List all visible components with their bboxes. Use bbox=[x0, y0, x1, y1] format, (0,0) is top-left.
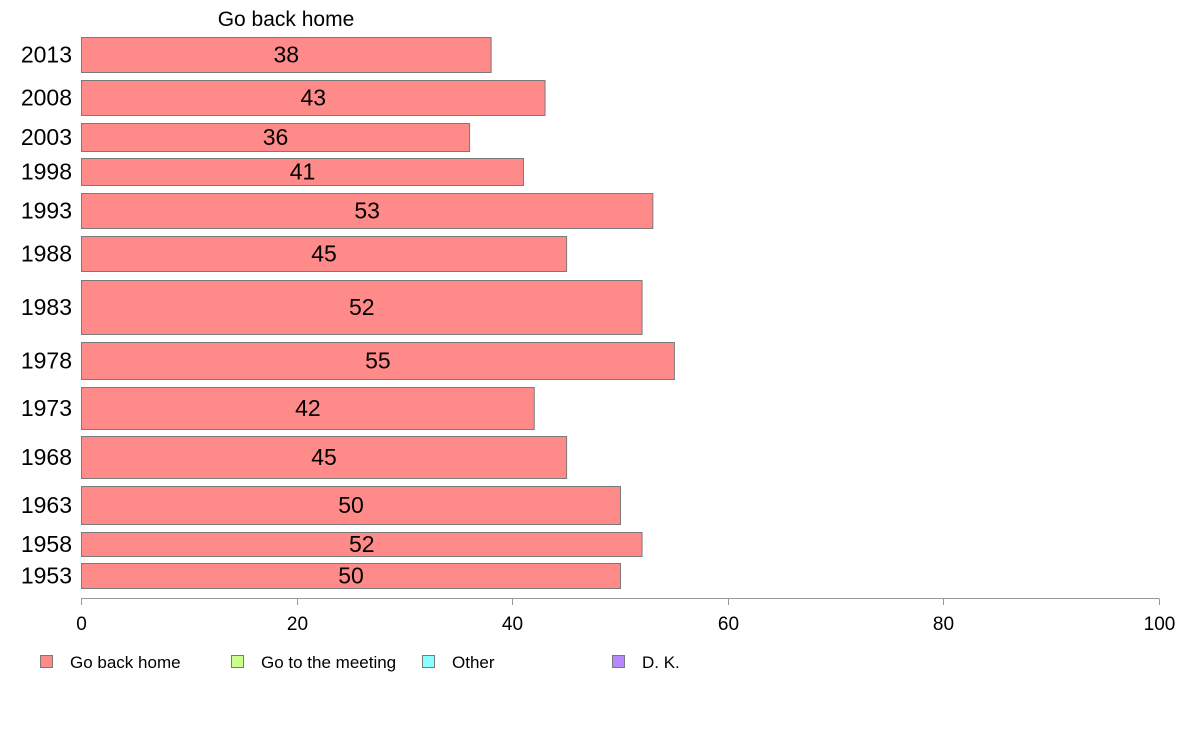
category-label: 1973 bbox=[21, 395, 72, 421]
legend-label: D. K. bbox=[642, 653, 680, 672]
bar-2003 bbox=[81, 123, 471, 152]
x-axis: 0 20 40 60 80 100 bbox=[76, 598, 1176, 635]
bar-group: 38 2013 43 2008 36 2003 41 1998 53 1993 45 1988 52 19… bbox=[21, 37, 675, 589]
bar-1953 bbox=[81, 563, 621, 589]
bar-1963 bbox=[81, 486, 621, 525]
legend-swatch bbox=[422, 655, 435, 668]
bar-value-label: 45 bbox=[311, 241, 337, 267]
bar-value-label: 41 bbox=[290, 159, 316, 185]
x-tick-label: 80 bbox=[933, 614, 954, 635]
bar-value-label: 42 bbox=[295, 395, 321, 421]
legend-label: Go back home bbox=[70, 653, 181, 672]
x-tick-label: 40 bbox=[502, 614, 523, 635]
category-label: 1958 bbox=[21, 531, 72, 557]
bar-1993 bbox=[81, 193, 654, 229]
category-label: 1988 bbox=[21, 241, 72, 267]
category-label: 1953 bbox=[21, 563, 72, 589]
x-tick-label: 100 bbox=[1144, 614, 1176, 635]
legend-label: Other bbox=[452, 653, 495, 672]
bar-1973 bbox=[81, 387, 535, 430]
bar-value-label: 50 bbox=[338, 492, 364, 518]
bar-value-label: 38 bbox=[274, 42, 300, 68]
bar-2013 bbox=[81, 37, 492, 73]
bar-value-label: 52 bbox=[349, 531, 375, 557]
category-label: 1983 bbox=[21, 294, 72, 320]
category-label: 1963 bbox=[21, 492, 72, 518]
bar-value-label: 45 bbox=[311, 444, 337, 470]
legend-swatch bbox=[612, 655, 625, 668]
chart-title: Go back home bbox=[218, 8, 355, 31]
bar-1958 bbox=[81, 532, 643, 557]
category-label: 1978 bbox=[21, 348, 72, 374]
x-tick-label: 0 bbox=[76, 614, 87, 635]
category-label: 2008 bbox=[21, 85, 72, 111]
bar-2008 bbox=[81, 80, 546, 116]
legend-label: Go to the meeting bbox=[261, 653, 396, 672]
legend-swatch bbox=[40, 655, 53, 668]
bar-1988 bbox=[81, 236, 568, 272]
category-label: 1968 bbox=[21, 444, 72, 470]
bar-1978 bbox=[81, 342, 675, 380]
legend-swatch bbox=[231, 655, 244, 668]
category-label: 1993 bbox=[21, 198, 72, 224]
category-label: 1998 bbox=[21, 159, 72, 185]
bar-value-label: 53 bbox=[354, 198, 380, 224]
category-label: 2003 bbox=[21, 124, 72, 150]
legend: Go back home Go to the meeting Other D. K. bbox=[40, 653, 680, 672]
bar-value-label: 43 bbox=[300, 85, 326, 111]
x-tick-label: 60 bbox=[718, 614, 739, 635]
bar-value-label: 52 bbox=[349, 294, 375, 320]
bar-value-label: 55 bbox=[365, 348, 391, 374]
x-tick-label: 20 bbox=[287, 614, 308, 635]
bar-1968 bbox=[81, 436, 568, 479]
bar-value-label: 36 bbox=[263, 124, 289, 150]
bar-1998 bbox=[81, 158, 524, 186]
category-label: 2013 bbox=[21, 42, 72, 68]
bar-value-label: 50 bbox=[338, 563, 364, 589]
bar-1983 bbox=[81, 280, 643, 335]
